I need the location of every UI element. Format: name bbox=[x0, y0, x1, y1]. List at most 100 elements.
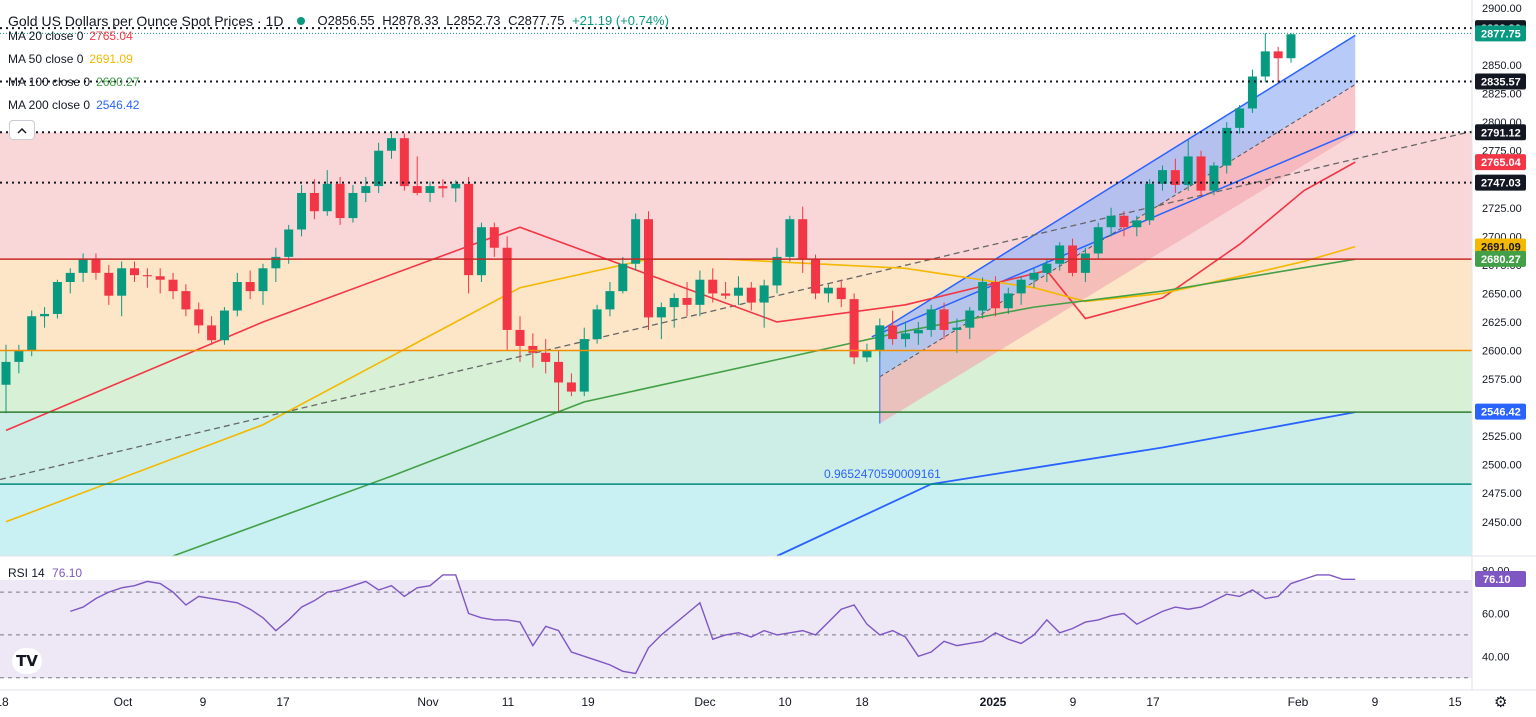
ma-line bbox=[776, 411, 1356, 557]
price-tick-label: 2625.00 bbox=[1482, 317, 1522, 329]
time-tick-label: 9 bbox=[1372, 695, 1379, 709]
indicator-ma100[interactable]: MA 100 close 0 2680.27 bbox=[8, 70, 673, 93]
candle bbox=[232, 282, 242, 311]
candle bbox=[669, 297, 679, 308]
candle bbox=[605, 291, 615, 310]
price-tag-label: 2765.04 bbox=[1481, 157, 1522, 169]
candle bbox=[361, 186, 371, 193]
candle bbox=[52, 282, 62, 314]
time-tick-label: 15 bbox=[1448, 695, 1462, 709]
candle bbox=[1286, 34, 1296, 59]
change-value: +21.19 (+0.74%) bbox=[572, 13, 669, 28]
channel-lower-fill bbox=[879, 84, 1356, 424]
candle bbox=[65, 272, 75, 282]
candle bbox=[412, 186, 422, 193]
candle bbox=[990, 282, 1000, 309]
candle bbox=[1106, 215, 1116, 228]
low-value: L2852.73 bbox=[446, 13, 501, 28]
price-tag-label: 2835.57 bbox=[1481, 77, 1521, 89]
chevron-up-icon bbox=[17, 127, 27, 134]
indicator-value: 2691.09 bbox=[89, 51, 133, 66]
candle bbox=[721, 293, 731, 296]
candle bbox=[284, 229, 294, 257]
high-value: H2878.33 bbox=[382, 13, 439, 28]
candle bbox=[579, 339, 589, 392]
candle bbox=[1119, 215, 1129, 228]
price-tick-label: 2725.00 bbox=[1482, 203, 1522, 215]
price-tick-label: 2800.00 bbox=[1482, 117, 1522, 129]
collapse-legend-button[interactable] bbox=[9, 120, 35, 140]
candle bbox=[207, 325, 217, 341]
candle bbox=[438, 186, 448, 189]
rsi-tick-label: 40.00 bbox=[1482, 651, 1510, 663]
candle bbox=[631, 219, 641, 264]
candle bbox=[926, 309, 936, 330]
horizontal-levels bbox=[0, 27, 1536, 557]
gear-icon[interactable]: ⚙ bbox=[1494, 694, 1508, 711]
time-tick-label: Feb bbox=[1288, 695, 1309, 709]
candle bbox=[682, 297, 692, 305]
candle bbox=[541, 352, 551, 362]
indicator-ma20[interactable]: MA 20 close 0 2765.04 bbox=[8, 24, 673, 47]
candle bbox=[656, 307, 666, 318]
candle bbox=[130, 268, 139, 276]
channel-annotation: 0.9652470590009161 bbox=[824, 467, 941, 481]
candle bbox=[618, 263, 628, 292]
candle bbox=[965, 310, 975, 328]
candle bbox=[1003, 293, 1013, 309]
candle bbox=[939, 309, 949, 330]
price-tag-label: 2680.27 bbox=[1481, 254, 1521, 266]
price-tag bbox=[1475, 403, 1526, 420]
price-axis: 2450.002475.002500.002525.002550.002575.… bbox=[1471, 0, 1526, 690]
price-tick-label: 2825.00 bbox=[1482, 89, 1522, 101]
candle bbox=[1055, 245, 1065, 264]
candle bbox=[901, 333, 910, 340]
time-tick-label: 11 bbox=[502, 695, 515, 709]
price-tag-label: 2546.42 bbox=[1481, 407, 1521, 419]
candle bbox=[155, 276, 165, 280]
time-tick-label: Nov bbox=[417, 695, 438, 709]
candle bbox=[309, 192, 319, 212]
symbol-title[interactable]: Gold US Dollars per Ounce Spot Prices · … bbox=[8, 12, 284, 29]
trend-dashed-line bbox=[0, 130, 1473, 481]
time-tick-label: Oct bbox=[114, 695, 133, 709]
candle bbox=[1042, 263, 1052, 273]
chart-legend: Gold US Dollars per Ounce Spot Prices · … bbox=[8, 9, 673, 116]
time-tick-label: 17 bbox=[1146, 695, 1160, 709]
indicator-label: MA 20 close 0 bbox=[8, 28, 84, 43]
price-tag bbox=[1475, 73, 1526, 90]
candle bbox=[978, 282, 988, 311]
market-status-dot bbox=[297, 16, 306, 25]
time-tick-label: 18 bbox=[0, 695, 9, 709]
candle bbox=[142, 275, 152, 277]
candle bbox=[823, 287, 833, 294]
rsi-pane bbox=[0, 574, 1472, 679]
candle bbox=[1158, 170, 1167, 184]
price-tick-label: 2450.00 bbox=[1482, 517, 1522, 529]
rsi-line bbox=[70, 574, 1356, 675]
price-tag-label: 2691.09 bbox=[1481, 242, 1521, 254]
candle bbox=[451, 183, 461, 189]
tradingview-logo[interactable]: TV bbox=[12, 648, 42, 674]
candle bbox=[181, 291, 191, 310]
candle bbox=[104, 272, 114, 296]
rsi-legend[interactable]: RSI 14 76.10 bbox=[8, 566, 82, 580]
time-tick-label: 10 bbox=[778, 695, 792, 709]
candle bbox=[335, 183, 345, 219]
indicator-ma50[interactable]: MA 50 close 0 2691.09 bbox=[8, 47, 673, 70]
candle bbox=[219, 310, 229, 341]
candle bbox=[836, 287, 846, 300]
candle bbox=[489, 227, 499, 248]
time-tick-label: 9 bbox=[200, 695, 207, 709]
candle bbox=[78, 259, 88, 273]
price-tag bbox=[1475, 174, 1526, 191]
logo-text: TV bbox=[16, 652, 38, 670]
candle bbox=[40, 313, 50, 317]
candle bbox=[862, 350, 872, 358]
indicator-value: 2765.04 bbox=[89, 28, 133, 43]
indicator-ma200[interactable]: MA 200 close 0 2546.42 bbox=[8, 93, 673, 116]
price-tick-label: 2500.00 bbox=[1482, 460, 1522, 472]
candle bbox=[566, 382, 576, 392]
candle bbox=[1029, 272, 1039, 280]
